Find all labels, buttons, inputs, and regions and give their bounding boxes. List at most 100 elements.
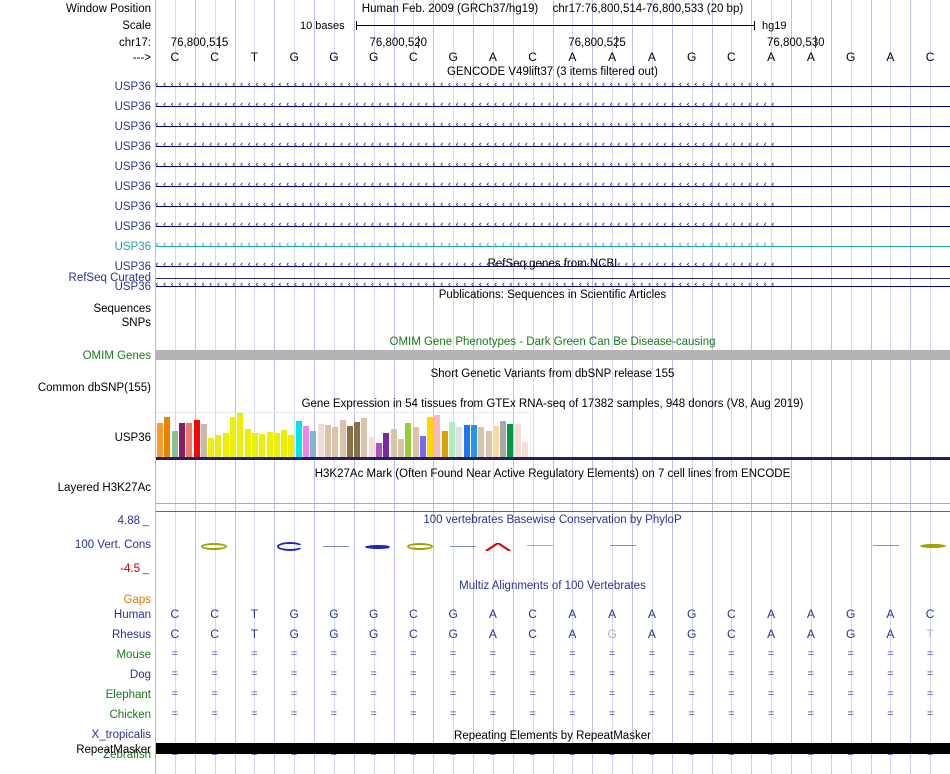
grid-line — [910, 0, 912, 774]
publications-track-label[interactable]: Sequences — [93, 303, 151, 315]
alignment-gap-marker: = — [926, 688, 934, 700]
gencode-gene-label[interactable]: USP36 — [114, 101, 151, 113]
alignment-base: C — [409, 627, 418, 641]
species-alignment-row[interactable]: = = = = = = = = = = = = = = = = = = = = — [155, 708, 950, 721]
alignment-gap-marker: = — [489, 748, 497, 760]
gencode-gene-row[interactable]: ‹‹‹‹‹‹‹‹‹‹‹‹‹‹‹‹‹‹‹‹‹‹‹‹‹‹‹‹‹‹‹‹‹‹‹‹‹‹‹‹… — [155, 120, 950, 131]
alignment-gap-marker: = — [926, 668, 934, 680]
species-label[interactable]: Elephant — [105, 689, 151, 701]
refseq-track-label[interactable]: RefSeq Curated — [68, 272, 151, 284]
sequence-base: A — [806, 50, 815, 64]
alignment-gap-marker: = — [529, 668, 536, 680]
species-alignment-row[interactable]: = = = = = = = = = = = = = = = = = = = = — [155, 748, 950, 761]
alignment-gap-marker: = — [569, 648, 576, 660]
gencode-gene-label[interactable]: USP36 — [114, 261, 151, 273]
multiz-gaps-label[interactable]: Gaps — [123, 594, 152, 606]
species-label[interactable]: Mouse — [116, 649, 151, 661]
window-position-label: Window Position — [65, 3, 151, 15]
grid-line — [532, 0, 534, 774]
position-range[interactable]: chr17:76,800,514-76,800,533 (20 bp) — [552, 3, 744, 15]
gencode-gene-row[interactable]: ‹‹‹‹‹‹‹‹‹‹‹‹‹‹‹‹‹‹‹‹‹‹‹‹‹‹‹‹‹‹‹‹‹‹‹‹‹‹‹‹… — [155, 160, 950, 171]
bottom-ruler-tick — [651, 758, 653, 771]
grid-line — [294, 0, 296, 774]
alignment-gap-marker: = — [807, 668, 815, 680]
gene-body-line — [155, 226, 950, 227]
alignment-gap-marker: = — [489, 708, 497, 720]
gencode-gene-row[interactable]: ‹‹‹‹‹‹‹‹‹‹‹‹‹‹‹‹‹‹‹‹‹‹‹‹‹‹‹‹‹‹‹‹‹‹‹‹‹‹‹‹… — [155, 280, 950, 291]
gencode-gene-label[interactable]: USP36 — [114, 141, 151, 153]
species-label[interactable]: X_tropicalis — [91, 729, 151, 741]
gencode-gene-row[interactable]: ‹‹‹‹‹‹‹‹‹‹‹‹‹‹‹‹‹‹‹‹‹‹‹‹‹‹‹‹‹‹‹‹‹‹‹‹‹‹‹‹… — [155, 80, 950, 91]
ruler-coordinate-label: 76,800,520 — [369, 37, 428, 49]
gencode-gene-label[interactable]: USP36 — [114, 281, 151, 293]
species-label[interactable]: Dog — [129, 669, 151, 681]
h3k27ac-track-label[interactable]: Layered H3K27Ac — [57, 482, 151, 494]
gencode-gene-label[interactable]: USP36 — [114, 201, 151, 213]
species-alignment-row[interactable]: = = = = = = = = = = = = = = = = = = = = — [155, 688, 950, 701]
omim-track-label[interactable]: OMIM Genes — [82, 350, 151, 362]
alignment-gap-marker: = — [370, 748, 377, 760]
gencode-gene-label[interactable]: USP36 — [114, 181, 151, 193]
alignment-gap-marker: = — [688, 648, 695, 660]
strand-arrow-icon: ‹‹‹‹‹‹‹‹‹‹‹‹‹‹‹‹‹‹‹‹‹‹‹‹‹‹‹‹‹‹‹‹‹‹‹‹‹‹‹‹… — [155, 140, 779, 150]
pane-left-border — [155, 0, 156, 774]
sequence-base: A — [608, 50, 617, 64]
snps-track-label[interactable]: SNPs — [121, 317, 151, 329]
species-label[interactable]: Chicken — [109, 709, 151, 721]
gencode-gene-label[interactable]: USP36 — [114, 161, 151, 173]
bottom-ruler-tick — [791, 758, 792, 771]
alignment-base: A — [886, 627, 895, 641]
alignment-base: A — [647, 607, 656, 621]
gene-body-line — [155, 106, 950, 107]
strand-arrow-icon: ‹‹‹‹‹‹‹‹‹‹‹‹‹‹‹‹‹‹‹‹‹‹‹‹‹‹‹‹‹‹‹‹‹‹‹‹‹‹‹‹… — [155, 220, 779, 230]
ruler-coordinate-label: 76,800,530 — [767, 37, 825, 49]
grid-line — [194, 0, 196, 774]
repeatmasker-feature-bar[interactable] — [155, 743, 950, 754]
refseq-feature-line — [155, 278, 950, 279]
gencode-gene-label[interactable]: USP36 — [114, 81, 151, 93]
alignment-base: C — [210, 627, 219, 641]
gencode-gene-label[interactable]: USP36 — [114, 241, 151, 253]
species-label[interactable]: Rhesus — [112, 629, 151, 641]
bottom-ruler-tick — [731, 758, 733, 771]
species-alignment-row[interactable]: = = = = = = = = = = = = = = = = = = = = — [155, 648, 950, 661]
species-label[interactable]: Zebrafish — [103, 749, 151, 761]
grid-line — [393, 0, 395, 774]
gene-body-line — [155, 206, 950, 207]
alignment-gap-marker: = — [728, 668, 735, 680]
gencode-gene-label[interactable]: USP36 — [114, 221, 151, 233]
gencode-gene-row[interactable]: ‹‹‹‹‹‹‹‹‹‹‹‹‹‹‹‹‹‹‹‹‹‹‹‹‹‹‹‹‹‹‹‹‹‹‹‹‹‹‹‹… — [155, 220, 950, 231]
gencode-gene-row[interactable]: ‹‹‹‹‹‹‹‹‹‹‹‹‹‹‹‹‹‹‹‹‹‹‹‹‹‹‹‹‹‹‹‹‹‹‹‹‹‹‹‹… — [155, 260, 950, 271]
alignment-gap-marker: = — [410, 648, 417, 660]
alignment-gap-marker: = — [767, 688, 775, 700]
gencode-gene-row[interactable]: ‹‹‹‹‹‹‹‹‹‹‹‹‹‹‹‹‹‹‹‹‹‹‹‹‹‹‹‹‹‹‹‹‹‹‹‹‹‹‹‹… — [155, 180, 950, 191]
gencode-gene-row[interactable]: ‹‹‹‹‹‹‹‹‹‹‹‹‹‹‹‹‹‹‹‹‹‹‹‹‹‹‹‹‹‹‹‹‹‹‹‹‹‹‹‹… — [155, 200, 950, 211]
gencode-gene-row[interactable]: ‹‹‹‹‹‹‹‹‹‹‹‹‹‹‹‹‹‹‹‹‹‹‹‹‹‹‹‹‹‹‹‹‹‹‹‹‹‹‹‹… — [155, 100, 950, 111]
bottom-ruler-ticks — [155, 758, 950, 774]
conservation-track-label[interactable]: 100 Vert. Cons — [74, 539, 151, 551]
multiz-track-title: Multiz Alignments of 100 Vertebrates — [459, 580, 646, 592]
gencode-gene-label[interactable]: USP36 — [114, 121, 151, 133]
grid-line — [930, 0, 932, 774]
gencode-gene-row[interactable]: ‹‹‹‹‹‹‹‹‹‹‹‹‹‹‹‹‹‹‹‹‹‹‹‹‹‹‹‹‹‹‹‹‹‹‹‹‹‹‹‹… — [155, 140, 950, 151]
alignment-gap-marker: = — [847, 708, 854, 720]
alignment-gap-marker: = — [728, 648, 735, 660]
alignment-base: G — [448, 607, 458, 621]
species-alignment-row[interactable]: = = = = = = = = = = = = = = = = = = = = — [155, 668, 950, 681]
sequence-base: A — [647, 50, 656, 64]
alignment-base: A — [568, 607, 577, 621]
gencode-gene-row[interactable]: ‹‹‹‹‹‹‹‹‹‹‹‹‹‹‹‹‹‹‹‹‹‹‹‹‹‹‹‹‹‹‹‹‹‹‹‹‹‹‹‹… — [155, 240, 950, 251]
gtex-track-label[interactable]: USP36 — [114, 432, 151, 444]
species-label[interactable]: Human — [113, 609, 151, 621]
dbsnp-track-label[interactable]: Common dbSNP(155) — [37, 382, 151, 394]
alignment-gap-marker: = — [449, 688, 457, 700]
alignment-gap-marker: = — [688, 688, 695, 700]
grid-line — [413, 0, 415, 774]
omim-gene-bar[interactable] — [155, 350, 950, 360]
alignment-base: G — [368, 607, 379, 621]
sequence-base: C — [409, 50, 418, 64]
repeatmasker-track-label[interactable]: RepeatMasker — [76, 744, 151, 756]
bottom-ruler-tick — [612, 758, 614, 771]
